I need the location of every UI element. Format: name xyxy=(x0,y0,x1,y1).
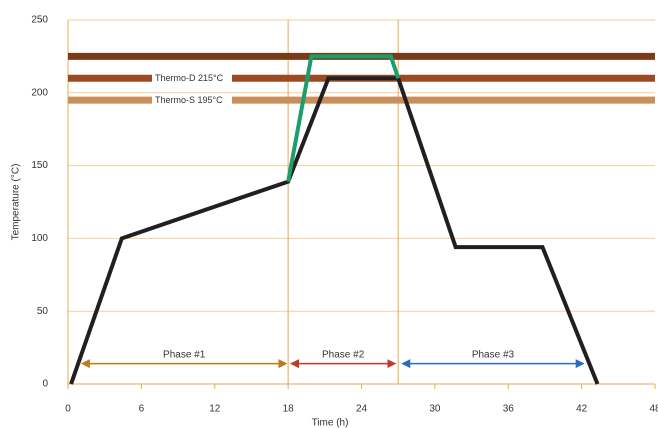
y-tick-label: 250 xyxy=(31,15,48,26)
x-tick-label: 48 xyxy=(649,404,658,415)
y-tick-label: 50 xyxy=(37,306,49,317)
temperature-line xyxy=(286,54,401,182)
band-label: Thermo-D 215°C xyxy=(155,73,224,83)
x-tick-label: 36 xyxy=(503,404,515,415)
x-tick-label: 18 xyxy=(283,404,295,415)
phase-label: Phase #3 xyxy=(472,349,515,360)
x-tick-label: 6 xyxy=(139,404,145,415)
band-label: Thermo-S 195°C xyxy=(155,95,223,105)
y-axis-label: Temperature (°C) xyxy=(11,164,22,241)
band-label-bg xyxy=(152,73,232,84)
y-tick-label: 0 xyxy=(42,379,48,390)
x-tick-label: 0 xyxy=(65,404,71,415)
x-tick-label: 30 xyxy=(429,404,441,415)
x-axis-label: Time (h) xyxy=(312,418,349,428)
phase-label: Phase #1 xyxy=(163,349,206,360)
y-tick-label: 150 xyxy=(31,160,48,171)
x-tick-label: 12 xyxy=(209,404,221,415)
phase-label: Phase #2 xyxy=(322,349,365,360)
y-tick-label: 100 xyxy=(31,233,48,244)
y-tick-label: 200 xyxy=(31,87,48,98)
temperature-line xyxy=(69,76,600,385)
x-tick-label: 42 xyxy=(576,404,588,415)
x-tick-label: 24 xyxy=(356,404,368,415)
band-label-bg xyxy=(152,95,232,106)
